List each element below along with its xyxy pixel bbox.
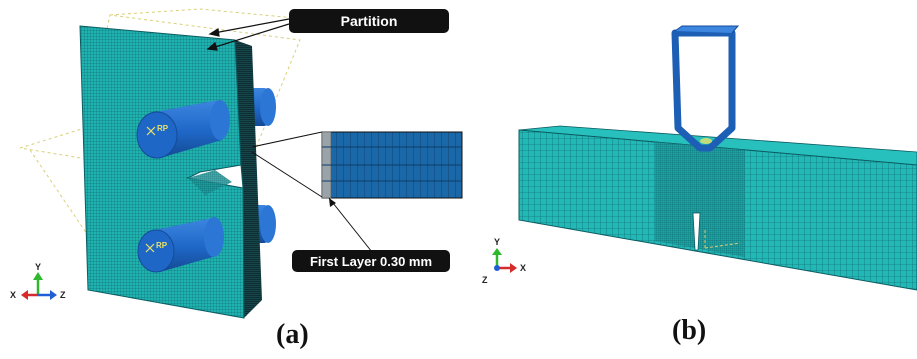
panel-a: RP RP Partition (10, 8, 463, 350)
pin-front-lower: RP (137, 217, 224, 273)
reference-point-label-upper: RP (157, 124, 169, 133)
beam-notch (692, 212, 701, 251)
panel-b-label: (b) (672, 315, 706, 346)
partition-callout-text: Partition (341, 13, 398, 29)
first-layer-callout-box (292, 250, 450, 272)
reference-point-label-lower: RP (156, 241, 168, 250)
pin-front-upper: RP (136, 100, 230, 159)
first-layer-callout: First Layer 0.30 mm (292, 250, 450, 272)
first-layer-callout-text: First Layer 0.30 mm (310, 254, 432, 269)
triad-a-y-label: Y (35, 262, 41, 272)
partition-callout: Partition (206, 9, 449, 51)
xyz-axis-triad-icon: Y X Z (10, 262, 66, 300)
loading-head (671, 25, 740, 152)
xyz-axis-triad-icon: Y X Z (482, 237, 526, 285)
ct-specimen-plate (79, 25, 262, 319)
partition-arrows (206, 18, 290, 51)
triad-a-z-label: Z (60, 290, 66, 300)
partition-callout-box (289, 9, 449, 33)
triad-b-z-label: Z (482, 275, 488, 285)
mesh-zoom-inset (251, 131, 463, 253)
panel-b: Y X Z (b) (482, 25, 917, 346)
beam-refined-zone (655, 142, 745, 257)
panel-a-label: (a) (276, 319, 309, 350)
triad-a-x-label: X (10, 290, 16, 300)
triad-b-y-label: Y (494, 237, 500, 247)
crosshair-marker-icon (145, 243, 155, 253)
crosshair-marker-icon (146, 126, 156, 136)
triad-b-x-label: X (520, 263, 526, 273)
